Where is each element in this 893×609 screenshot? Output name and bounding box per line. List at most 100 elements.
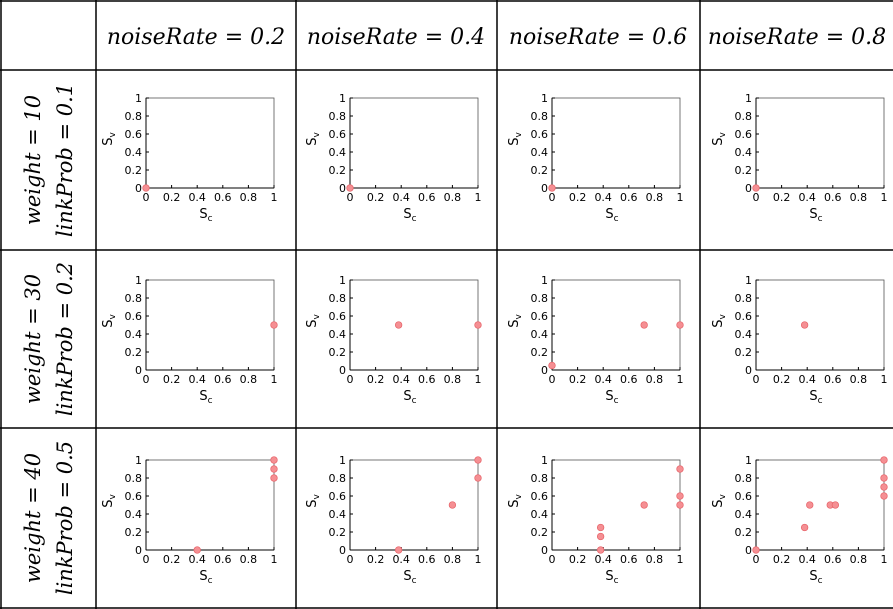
data-point <box>640 321 648 329</box>
x-tick-label: 1 <box>271 191 278 204</box>
x-tick-label: 1 <box>677 373 684 386</box>
plot-frame <box>551 97 681 189</box>
data-point <box>640 501 648 509</box>
x-tick-label: 0.4 <box>188 373 206 386</box>
x-tick-label: 0 <box>143 373 150 386</box>
y-axis-label-sub: v <box>312 314 322 320</box>
y-axis-label-main: S <box>101 138 116 146</box>
x-axis-label-sub: c <box>412 396 417 406</box>
y-axis-label-sub: v <box>108 314 118 320</box>
y-axis-label-main: S <box>507 500 522 508</box>
x-tick-label: 0.8 <box>240 553 258 566</box>
y-tick-label: 1 <box>745 92 752 105</box>
x-tick-label: 0.4 <box>798 373 816 386</box>
y-tick-label: 0.6 <box>531 310 549 323</box>
y-tick-label: 0.8 <box>531 110 549 123</box>
x-axis-label-sub: c <box>208 214 213 224</box>
y-axis-label-sub: v <box>312 132 322 138</box>
data-point <box>474 456 482 464</box>
x-tick-label: 0.8 <box>850 191 868 204</box>
y-axis-label: Sv <box>101 494 118 508</box>
y-axis-label-sub: v <box>718 132 728 138</box>
y-tick-label: 0.6 <box>329 310 347 323</box>
row-header-3: weight = 40 linkProb = 0.5 <box>21 441 77 595</box>
plot-frame <box>145 97 275 189</box>
data-point <box>880 483 888 491</box>
x-tick-label: 0 <box>753 373 760 386</box>
y-tick-label: 0.2 <box>531 526 549 539</box>
x-tick-label: 1 <box>475 553 482 566</box>
row-header-3-weight: weight = 40 <box>21 453 45 583</box>
x-tick-label: 0.8 <box>850 373 868 386</box>
x-axis-label: Sc <box>809 389 822 406</box>
x-tick-label: 1 <box>271 373 278 386</box>
data-point <box>676 501 684 509</box>
x-axis-label-main: S <box>403 569 411 584</box>
x-axis-label: Sc <box>199 389 212 406</box>
y-axis-label-main: S <box>507 320 522 328</box>
y-axis-label: Sv <box>711 132 728 146</box>
x-tick-label: 0.6 <box>418 553 436 566</box>
y-axis-label: Sv <box>507 314 524 328</box>
y-tick-label: 0.8 <box>735 110 753 123</box>
y-axis-label-sub: v <box>718 314 728 320</box>
x-tick-label: 0.6 <box>418 373 436 386</box>
y-tick-label: 0.6 <box>531 128 549 141</box>
data-point <box>548 184 556 192</box>
x-tick-label: 0.8 <box>240 373 258 386</box>
y-tick-label: 0.4 <box>329 508 347 521</box>
y-axis-label-main: S <box>305 500 320 508</box>
x-tick-label: 0.2 <box>773 553 791 566</box>
data-point <box>270 321 278 329</box>
y-axis-label-main: S <box>101 320 116 328</box>
y-tick-label: 0.8 <box>329 110 347 123</box>
y-tick-label: 0.2 <box>125 346 143 359</box>
y-axis-label: Sv <box>507 132 524 146</box>
plot-frame <box>145 459 275 551</box>
y-tick-label: 0 <box>135 364 142 377</box>
x-tick-label: 0 <box>143 553 150 566</box>
y-tick-label: 0.6 <box>125 490 143 503</box>
y-tick-label: 0.6 <box>735 310 753 323</box>
y-tick-label: 0.4 <box>329 146 347 159</box>
x-tick-label: 1 <box>881 373 888 386</box>
column-header-noise-0.2: noiseRate = 0.2 <box>107 25 285 50</box>
y-tick-label: 0 <box>745 182 752 195</box>
x-tick-label: 0.8 <box>850 553 868 566</box>
data-point <box>676 492 684 500</box>
y-axis-label-sub: v <box>108 132 118 138</box>
plot-frame <box>755 459 885 551</box>
x-tick-label: 0.4 <box>798 191 816 204</box>
x-axis-label-sub: c <box>818 576 823 586</box>
x-axis-label: Sc <box>403 569 416 586</box>
x-tick-label: 0.6 <box>214 191 232 204</box>
y-axis-label: Sv <box>305 314 322 328</box>
x-axis-label-main: S <box>809 389 817 404</box>
x-axis-label: Sc <box>199 207 212 224</box>
y-tick-label: 0.2 <box>329 164 347 177</box>
column-header-noise-0.6: noiseRate = 0.6 <box>509 25 687 50</box>
x-tick-label: 1 <box>677 553 684 566</box>
y-axis-label-sub: v <box>108 494 118 500</box>
y-tick-label: 1 <box>339 92 346 105</box>
x-axis-label-main: S <box>605 569 613 584</box>
x-tick-label: 0 <box>753 553 760 566</box>
y-tick-label: 1 <box>745 274 752 287</box>
scatter-plots: 00.20.40.60.810 0.2 0.4 0.6 0.8 1ScSv00.20.40… <box>101 92 888 586</box>
x-tick-label: 0.6 <box>620 373 638 386</box>
x-axis-label: Sc <box>605 569 618 586</box>
y-tick-label: 1 <box>339 274 346 287</box>
x-tick-label: 0.4 <box>594 191 612 204</box>
y-tick-label: 0.4 <box>329 328 347 341</box>
data-point <box>800 523 809 532</box>
x-tick-label: 1 <box>271 553 278 566</box>
y-tick-label: 0.4 <box>125 146 143 159</box>
x-tick-label: 0.6 <box>620 191 638 204</box>
x-axis-label-sub: c <box>818 396 823 406</box>
